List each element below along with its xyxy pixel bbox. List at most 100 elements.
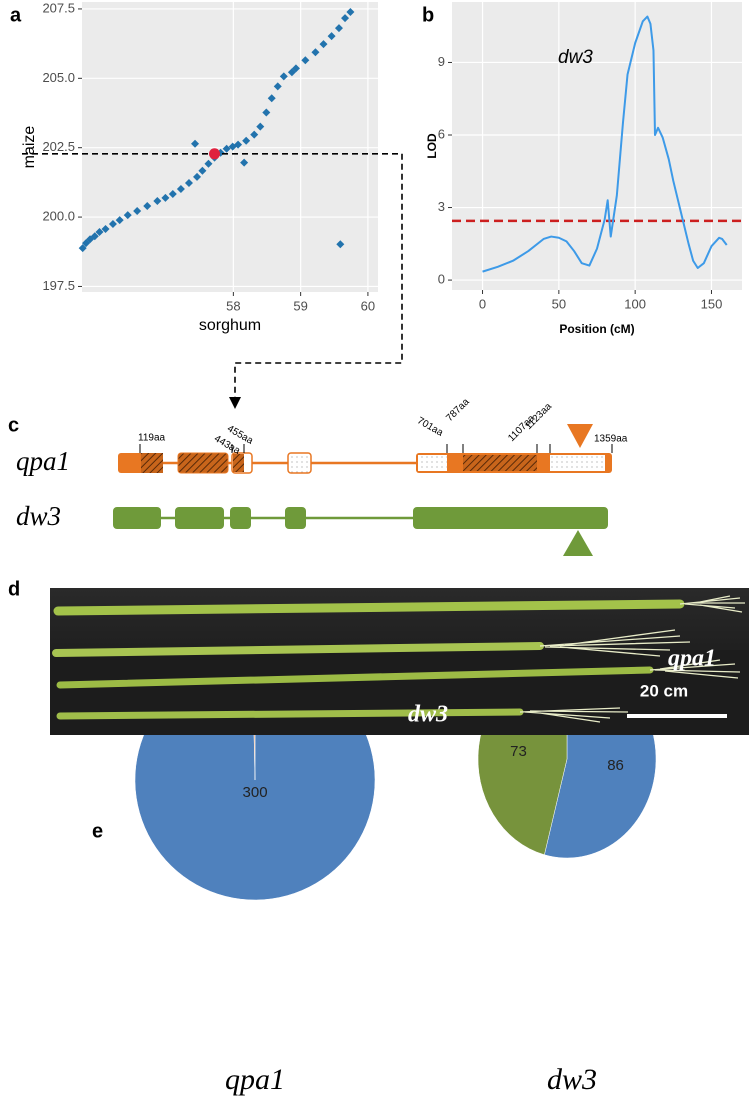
photo-label: dw3 xyxy=(408,702,448,728)
panel-label: c xyxy=(8,414,19,436)
point xyxy=(242,136,251,145)
y-tick-label: 3 xyxy=(438,199,445,214)
point xyxy=(334,24,343,33)
point xyxy=(176,185,185,194)
point xyxy=(311,48,320,57)
point xyxy=(193,172,202,181)
point xyxy=(234,140,243,149)
x-tick-label: 59 xyxy=(293,298,307,313)
photo: qpa1 20 cm dw3 xyxy=(50,588,749,735)
x-axis-title: Position (cM) xyxy=(559,322,634,336)
exon xyxy=(177,452,229,474)
point xyxy=(78,244,87,253)
position-label: 119aa xyxy=(138,433,166,444)
point xyxy=(115,216,124,225)
point xyxy=(153,196,162,205)
mutation-marker xyxy=(563,530,593,556)
point xyxy=(184,178,193,187)
point xyxy=(101,225,110,234)
exon xyxy=(285,507,306,529)
point xyxy=(168,190,177,199)
point xyxy=(133,206,142,215)
domain xyxy=(463,455,537,471)
y-tick-label: 0 xyxy=(438,272,445,287)
point xyxy=(319,40,328,49)
x-tick-label: 50 xyxy=(552,296,566,311)
scale-bar-label: 20 cm xyxy=(640,681,688,700)
x-tick-label: 60 xyxy=(361,298,375,313)
exon xyxy=(113,507,161,529)
point xyxy=(341,14,350,23)
point xyxy=(240,158,249,167)
panel-label: d xyxy=(8,578,20,600)
domain xyxy=(550,455,605,471)
point xyxy=(336,240,345,249)
gene-diagram: 119aa 443aa 455aa 701aa 787aa 1107aa 112… xyxy=(16,396,628,556)
y-tick-label: 200.0 xyxy=(42,209,75,224)
point xyxy=(198,166,207,175)
point xyxy=(346,7,355,16)
plot-background xyxy=(452,2,742,290)
exon xyxy=(413,507,608,529)
point xyxy=(95,228,104,237)
annotation: dw3 xyxy=(558,47,593,68)
y-tick-label: 197.5 xyxy=(42,278,75,293)
point xyxy=(143,201,152,210)
data-label: 73 xyxy=(510,743,527,760)
domain xyxy=(141,453,163,473)
y-tick-label: 9 xyxy=(438,54,445,69)
pie-title: dw3 xyxy=(547,1063,597,1096)
gene-name: qpa1 xyxy=(16,446,70,476)
point xyxy=(161,193,170,202)
exon xyxy=(230,507,251,529)
x-axis-title: sorghum xyxy=(199,317,261,334)
x-tick-label: 150 xyxy=(701,296,723,311)
y-tick-label: 6 xyxy=(438,126,445,141)
x-tick-label: 0 xyxy=(479,296,486,311)
point xyxy=(273,82,282,91)
point xyxy=(256,122,265,131)
y-tick-label: 207.5 xyxy=(42,0,75,15)
point xyxy=(291,64,300,73)
exon xyxy=(175,507,224,529)
arrow-head xyxy=(229,397,241,409)
position-label: 701aa xyxy=(415,415,445,439)
data-label: 300 xyxy=(243,784,268,801)
y-axis-title: maize xyxy=(21,126,38,169)
position-ticks xyxy=(139,444,613,453)
point xyxy=(90,232,99,241)
y-tick-label: 205.0 xyxy=(42,70,75,85)
data-label: 86 xyxy=(607,757,624,774)
point xyxy=(108,220,117,229)
point xyxy=(250,130,259,139)
stalks xyxy=(52,599,685,720)
x-tick-label: 58 xyxy=(226,298,240,313)
point xyxy=(123,211,132,220)
point xyxy=(204,159,213,168)
line-series xyxy=(482,15,728,273)
y-tick-label: 202.5 xyxy=(42,139,75,154)
domain xyxy=(233,454,244,472)
pie-title: qpa1 xyxy=(225,1063,285,1096)
gene-name: dw3 xyxy=(16,501,61,531)
charts: 58 59 60197.5200.0202.5205.0207.5sorghumma… xyxy=(21,0,742,1096)
point xyxy=(222,144,231,153)
exon xyxy=(287,452,312,474)
panel-label: e xyxy=(92,820,103,842)
connector xyxy=(22,152,403,400)
position-label: 787aa xyxy=(444,396,472,424)
y-axis-title: LOD xyxy=(425,133,439,159)
position-label: 1359aa xyxy=(594,434,628,445)
photo-background xyxy=(50,650,749,735)
photo-label: qpa1 xyxy=(668,646,716,672)
panel-label: a xyxy=(10,4,22,26)
x-tick-label: 100 xyxy=(624,296,646,311)
point xyxy=(191,139,200,148)
point xyxy=(267,94,276,103)
mutation-marker xyxy=(567,424,593,448)
point xyxy=(301,56,310,65)
point xyxy=(279,72,288,81)
domain xyxy=(418,455,447,471)
panel-label: b xyxy=(422,4,434,26)
